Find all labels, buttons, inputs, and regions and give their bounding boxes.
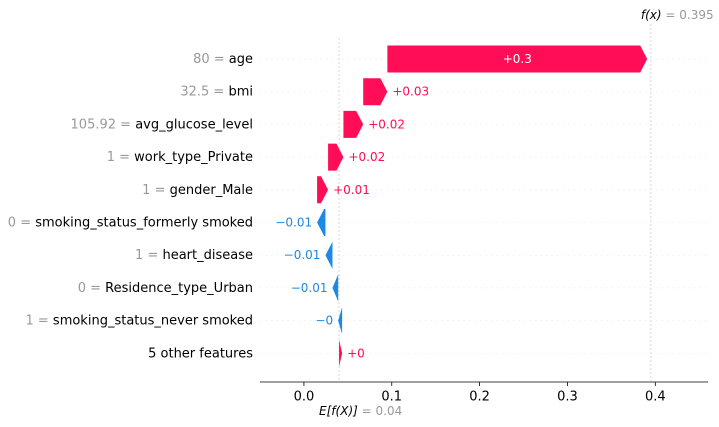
feature-label: 1 = heart_disease	[135, 248, 253, 263]
bar-value-label: +0.3	[503, 52, 532, 66]
bar-value-label: +0.03	[392, 85, 429, 99]
feature-name: smoking_status_never smoked	[53, 313, 253, 328]
feature-value: 0 =	[8, 215, 35, 230]
waterfall-bar	[339, 339, 343, 367]
feature-label: 80 = age	[193, 52, 253, 67]
feature-label: 0 = Residence_type_Urban	[78, 280, 253, 295]
waterfall-bar	[317, 209, 326, 236]
feature-label: 1 = smoking_status_never smoked	[25, 313, 253, 328]
x-tick-label: 0.2	[469, 390, 490, 405]
feature-name: avg_glucose_level	[135, 117, 253, 132]
feature-value: 0 =	[78, 280, 105, 295]
feature-label: 5 other features	[148, 346, 253, 361]
feature-value: 1 =	[107, 150, 134, 165]
feature-label: 32.5 = bmi	[180, 84, 253, 99]
feature-value: 1 =	[25, 313, 52, 328]
waterfall-bar	[387, 45, 648, 73]
waterfall-bar	[338, 307, 343, 335]
waterfall-bar	[328, 143, 344, 171]
feature-name: heart_disease	[162, 248, 253, 263]
feature-name: work_type_Private	[134, 150, 253, 165]
waterfall-bar	[343, 110, 364, 138]
base-value-number: = 0.04	[358, 404, 402, 418]
feature-name: gender_Male	[170, 182, 253, 197]
waterfall-bar	[363, 78, 388, 106]
base-value-label: E[f(X)] = 0.04	[319, 404, 402, 418]
x-tick-label: 0.0	[294, 390, 315, 405]
feature-name: Residence_type_Urban	[105, 280, 253, 295]
output-value-name: f(x)	[641, 8, 662, 22]
feature-value: 1 =	[142, 182, 169, 197]
waterfall-bar	[325, 241, 333, 269]
feature-value: 32.5 =	[180, 84, 228, 99]
bar-value-label: +0	[347, 346, 365, 360]
x-tick-label: 0.3	[557, 390, 578, 405]
feature-name: bmi	[228, 84, 253, 99]
bar-value-label: −0.01	[284, 248, 321, 262]
feature-label: 105.92 = avg_glucose_level	[71, 117, 253, 132]
feature-value: 80 =	[193, 52, 229, 67]
feature-label: 1 = gender_Male	[142, 182, 253, 197]
feature-name: 5 other features	[148, 346, 253, 361]
x-tick-label: 0.4	[645, 390, 666, 405]
bar-value-label: +0.01	[333, 183, 370, 197]
output-value-label: f(x) = 0.395	[641, 8, 714, 22]
base-value-name: E[f(X)]	[319, 404, 358, 418]
x-tick-label: 0.1	[381, 390, 402, 405]
bar-value-label: +0.02	[348, 150, 385, 164]
waterfall-bar	[317, 176, 329, 204]
feature-name: smoking_status_formerly smoked	[35, 215, 253, 230]
feature-label: 1 = work_type_Private	[107, 150, 253, 165]
feature-label: 0 = smoking_status_formerly smoked	[8, 215, 253, 230]
feature-value: 1 =	[135, 248, 162, 263]
feature-value: 105.92 =	[71, 117, 136, 132]
output-value-number: = 0.395	[662, 8, 714, 22]
bar-value-label: −0	[315, 314, 333, 328]
bar-value-label: +0.02	[368, 117, 405, 131]
feature-name: age	[229, 52, 253, 67]
waterfall-bar	[332, 274, 339, 302]
bar-value-label: −0.01	[275, 216, 312, 230]
bar-value-label: −0.01	[291, 281, 328, 295]
